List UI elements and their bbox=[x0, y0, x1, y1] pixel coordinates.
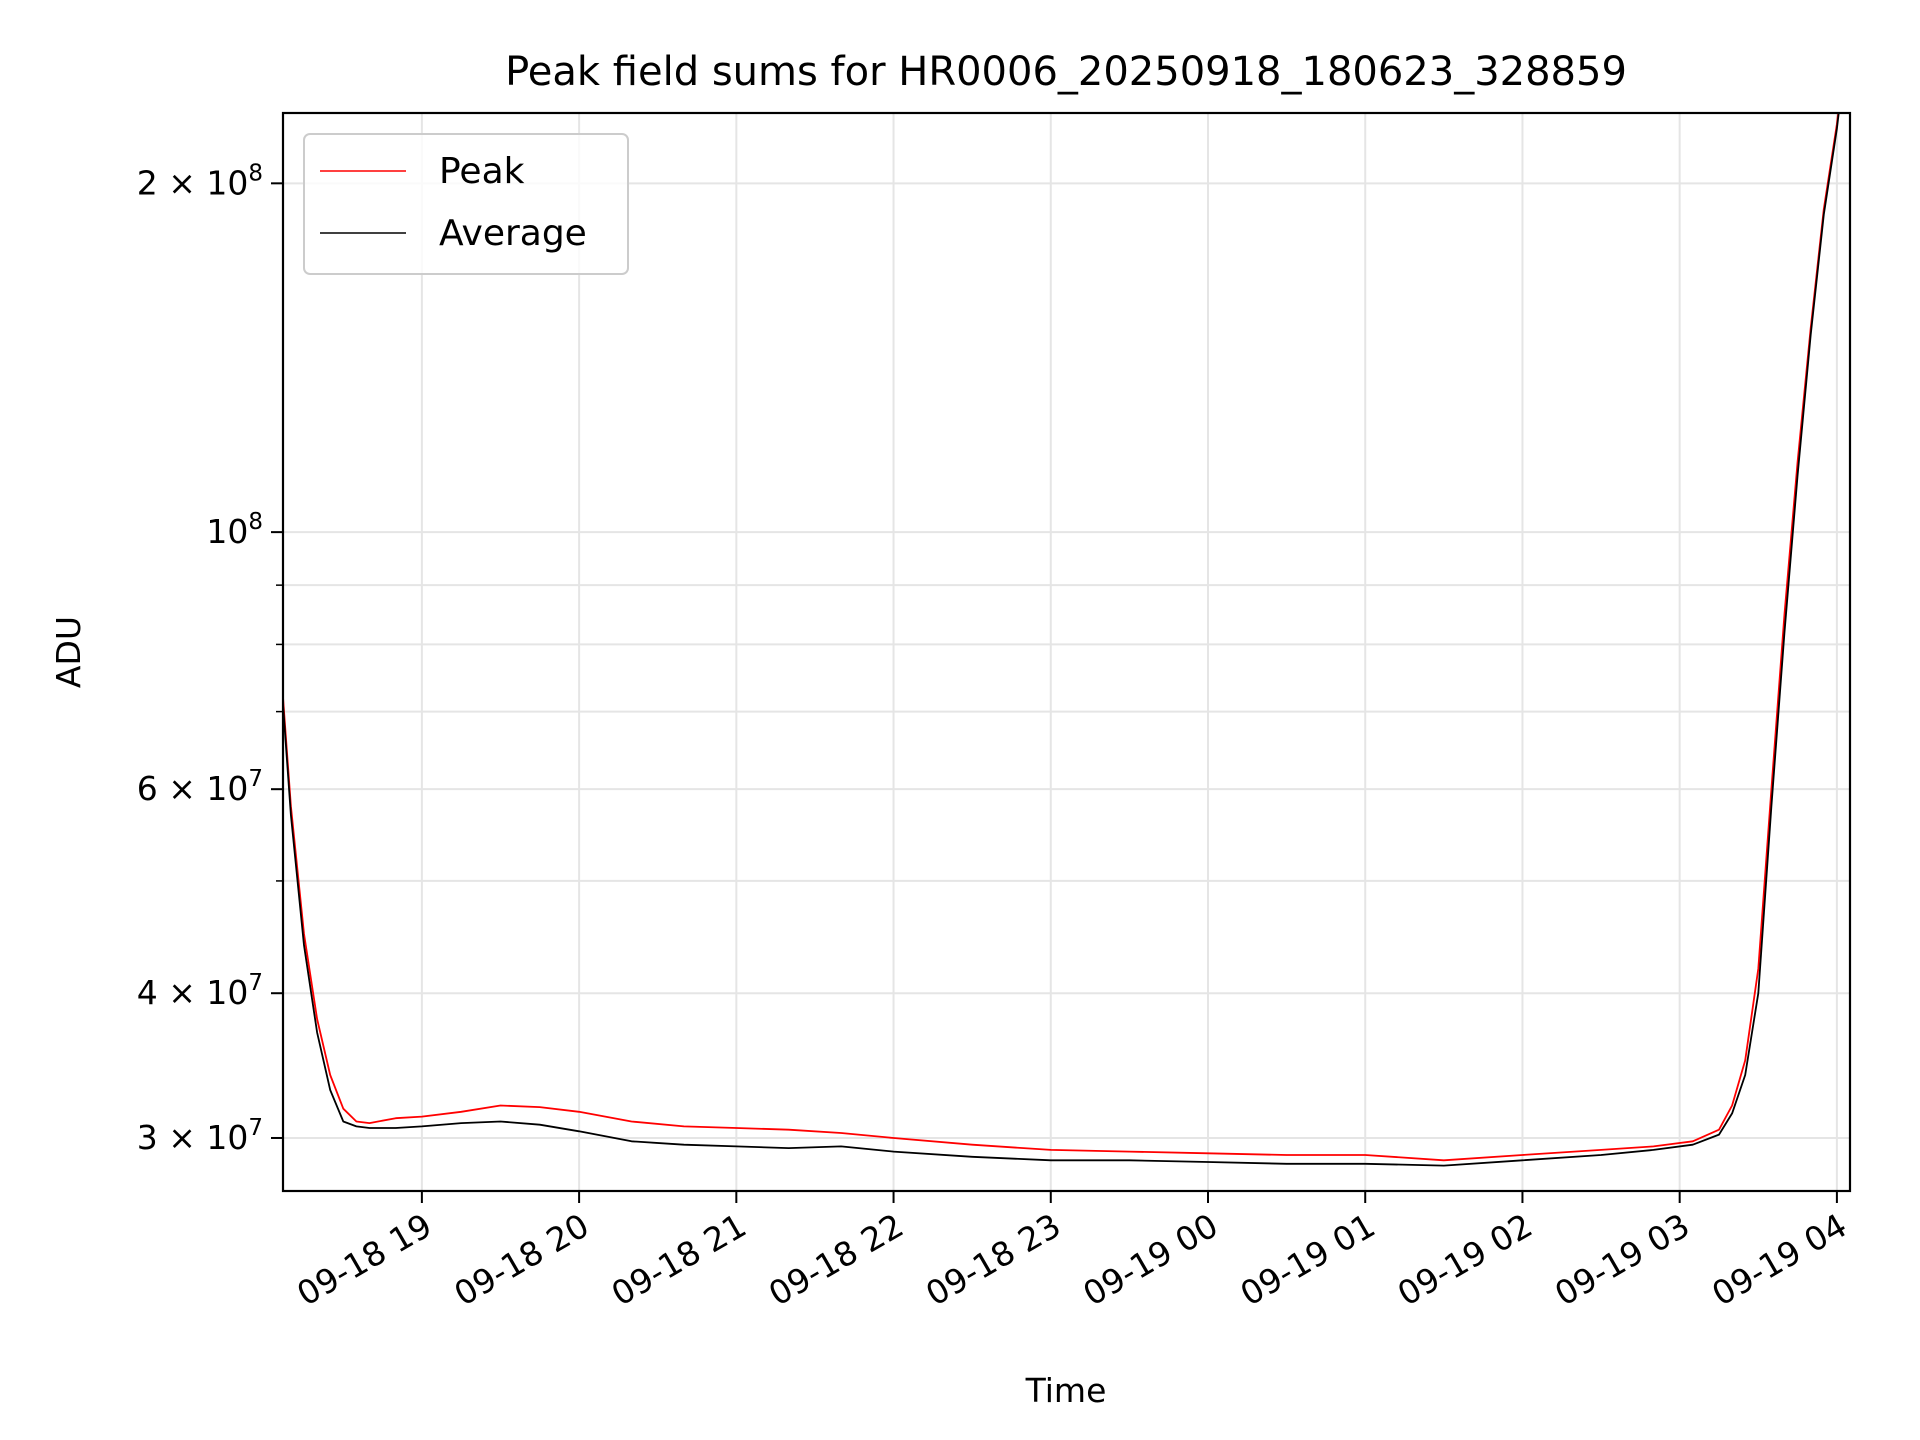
grid bbox=[283, 113, 1850, 1191]
series-line-average bbox=[283, 113, 1840, 1167]
legend-label-average: Average bbox=[439, 213, 587, 254]
y-tick-label: 3 × 107 bbox=[137, 1115, 263, 1157]
plot-frame bbox=[281, 111, 1852, 1193]
y-axis-label: ADU bbox=[49, 616, 88, 688]
y-tick-label: 2 × 108 bbox=[137, 160, 263, 202]
legend: Peak Average bbox=[303, 133, 629, 275]
y-tick-label: 6 × 107 bbox=[137, 766, 263, 808]
y-tick-label: 4 × 107 bbox=[137, 970, 263, 1012]
legend-label-peak: Peak bbox=[439, 151, 525, 192]
x-axis-label: Time bbox=[1025, 1371, 1107, 1410]
series-line-peak bbox=[283, 113, 1840, 1162]
chart-title: Peak field sums for HR0006_20250918_1806… bbox=[505, 49, 1627, 95]
series-layer bbox=[283, 113, 1840, 1167]
y-tick-label: 108 bbox=[206, 509, 263, 551]
legend-box bbox=[303, 133, 629, 275]
y-axis-ticks: 3 × 107 4 × 107 6 × 107 108 2 × 108 bbox=[137, 160, 283, 1157]
